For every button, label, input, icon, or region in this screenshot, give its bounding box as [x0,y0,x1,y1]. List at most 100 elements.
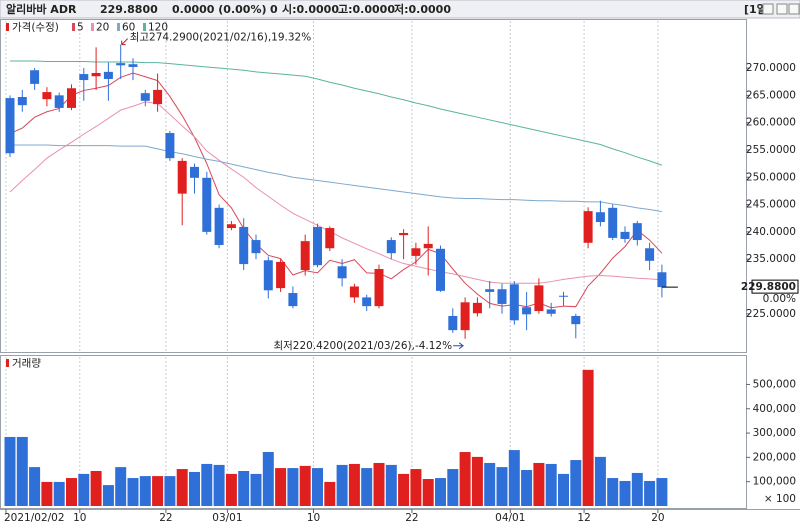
volume-bar [373,462,385,506]
volume-bar [250,473,262,506]
candle-body [608,207,618,238]
volume-bar [398,473,410,506]
volume-bar [102,485,114,506]
volume-bar [570,460,582,506]
x-tick-label: 03/01 [212,512,242,524]
volume-bar [631,472,643,506]
annotation-arrow [121,38,129,46]
candle-body [583,211,593,243]
volume-bar [139,476,151,506]
candle-body [436,248,445,291]
candle-body [202,177,212,232]
volume-bar [385,464,397,506]
candle-body [485,289,495,292]
volume-bar [582,369,594,506]
volume-bar [324,481,336,506]
y-tick-label: 250.0000 [746,171,796,183]
close-button[interactable] [788,3,800,15]
unit-label: × 100 [764,493,796,505]
y-tick-label: 235.0000 [746,253,796,265]
y-tick-label: 270.0000 [746,62,796,74]
panel-title: 거래량 [12,358,41,370]
candle-body [116,63,126,66]
legend-label: 60 [122,22,135,34]
volume-bar [508,450,520,506]
candle-body [103,71,113,79]
legend-marker [6,359,9,367]
candle-body [645,248,655,261]
volume-bar [41,481,53,506]
x-tick-label: 10 [73,512,86,524]
volume-bar [496,467,508,506]
x-tick-label: 20 [651,512,664,524]
window-button[interactable] [776,3,788,15]
volume-bar [619,480,631,506]
volume-bar [238,470,250,506]
price: 229.8800 [100,3,158,16]
candle-body [362,297,372,307]
volume-bar [176,469,188,506]
candle-body [190,166,199,178]
x-tick-label: 2021/02/02 [4,512,65,524]
header-bar [0,0,800,19]
candle-body [67,88,76,108]
candle-body [313,226,322,266]
volume-bar [348,463,360,506]
low: 저:0.0000 [394,2,451,16]
price-panel-frame [0,19,747,353]
volume-bar [644,480,656,506]
y-tick-label: 200,000 [753,451,796,463]
candle-body [288,293,298,307]
x-tick-label: 12 [577,512,590,524]
header: 알리바바 ADR 229.8800 0.0000 (0.00%) 0 시:0.0… [0,0,800,19]
candle-body [546,309,556,314]
volume-bar [336,464,348,506]
candle-body [522,307,532,315]
volume-bar [189,471,200,506]
y-tick-label: 260.0000 [746,117,796,129]
candle-body [411,248,421,256]
volume-bar [656,478,668,506]
candle-body [423,243,433,249]
candle-body [337,266,347,279]
moving-average-line [9,101,662,284]
volume-bar [545,463,557,506]
volume-bar [471,456,483,506]
volume-bar [410,469,422,506]
stock-name: 알리바바 ADR [6,2,77,16]
candle-body [128,64,138,67]
y-tick-label: 240.0000 [746,226,796,238]
candle-body [42,92,52,100]
window-button[interactable] [762,3,774,15]
candle-body [300,241,310,271]
change: 0.0000 (0.00%) [172,3,267,16]
volume-bar [361,468,373,506]
legend-marker [91,23,94,31]
current-change-label: 0.00% [763,293,796,305]
y-tick-label: 100,000 [753,476,796,488]
volume-bar [435,478,446,506]
volume-bar [447,469,459,506]
candle-body [165,133,175,159]
candle-body [559,295,568,297]
volume-bar [66,478,77,506]
candle-body [54,95,64,108]
volume-bar [594,456,606,506]
candle-body [251,240,261,254]
volume-bar [558,473,569,506]
candle-body [534,285,544,312]
candle-body [239,226,249,265]
volume-bar [152,476,164,506]
y-tick-label: 245.0000 [746,199,796,211]
volume-bar [213,464,225,506]
legend-marker [143,23,146,31]
volume-bar [127,478,139,506]
candle-body [276,261,286,289]
annotation-arrow [453,342,464,350]
volume-panel-frame [0,355,747,509]
volume-bar [459,452,471,506]
candle-body [140,93,150,101]
legend-marker [6,23,9,31]
